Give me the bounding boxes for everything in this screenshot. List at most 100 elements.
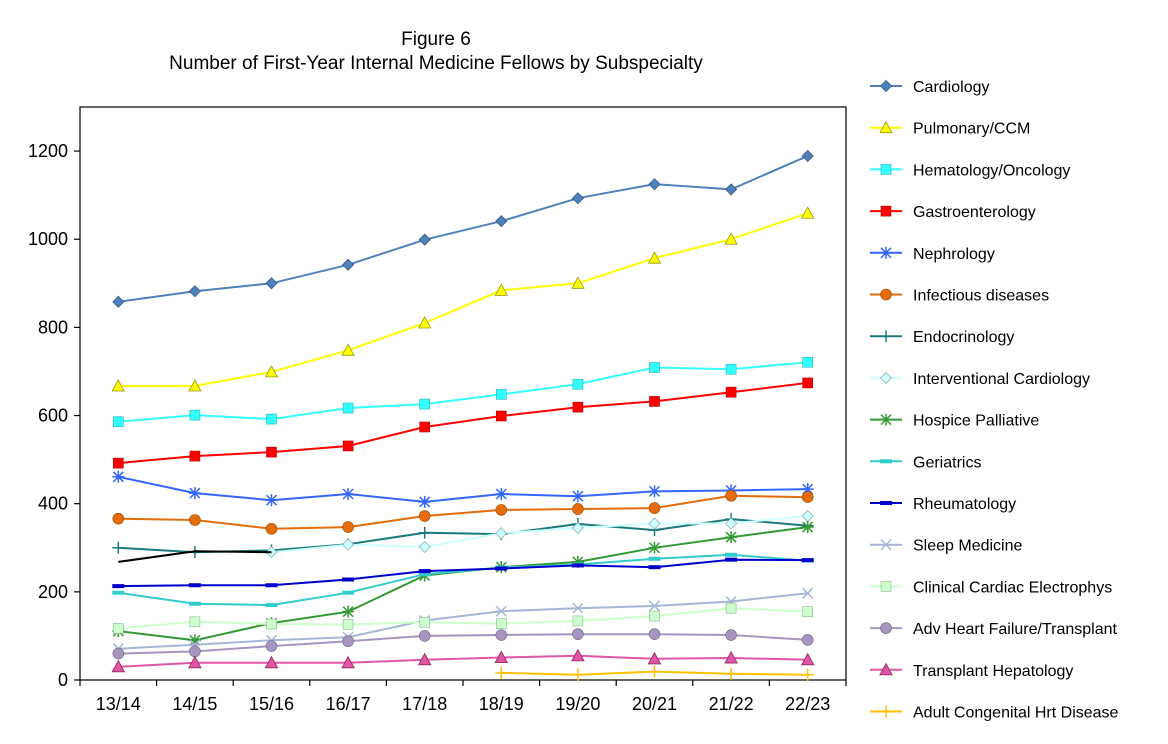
data-point bbox=[648, 178, 661, 191]
data-point bbox=[647, 251, 662, 264]
legend-swatch-marker bbox=[880, 246, 892, 259]
series-rheumatology bbox=[112, 557, 814, 589]
data-point bbox=[341, 655, 355, 669]
legend-swatch-marker bbox=[880, 330, 892, 343]
legend-swatch-marker bbox=[880, 164, 892, 175]
data-point bbox=[418, 630, 431, 642]
x-tick-label: 22/23 bbox=[785, 694, 830, 714]
data-point bbox=[342, 538, 355, 551]
series-line bbox=[118, 592, 808, 650]
data-point bbox=[189, 645, 201, 658]
x-tick-label: 13/14 bbox=[96, 694, 141, 714]
data-point bbox=[112, 541, 125, 554]
data-point bbox=[418, 510, 431, 522]
x-tick-label: 16/17 bbox=[326, 694, 371, 714]
data-point bbox=[188, 601, 201, 606]
data-point bbox=[801, 149, 814, 162]
series-gastroenterology bbox=[113, 377, 814, 469]
series-line bbox=[118, 361, 808, 423]
data-point bbox=[571, 276, 585, 289]
data-point bbox=[725, 552, 738, 557]
x-tick-label: 15/16 bbox=[249, 694, 294, 714]
data-point bbox=[649, 610, 660, 622]
data-point bbox=[265, 583, 278, 588]
series-line bbox=[118, 607, 808, 630]
legend-label: Transplant Hepatology bbox=[913, 663, 1073, 680]
data-point bbox=[342, 487, 355, 500]
data-point bbox=[801, 483, 814, 496]
data-point bbox=[111, 379, 125, 392]
legend-label: Adult Congenital Hrt Disease bbox=[913, 705, 1119, 722]
data-point bbox=[188, 379, 202, 392]
legend-label: Hematology/Oncology bbox=[913, 162, 1070, 179]
y-tick-label: 600 bbox=[38, 406, 68, 426]
data-point bbox=[495, 215, 508, 228]
data-point bbox=[801, 521, 814, 534]
series-sleep-medicine bbox=[112, 587, 814, 655]
data-point bbox=[571, 668, 584, 681]
data-point bbox=[725, 667, 738, 680]
series-cardiology bbox=[112, 149, 814, 308]
legend-item-nephrology: Nephrology bbox=[870, 246, 995, 263]
data-point bbox=[188, 487, 201, 500]
data-point bbox=[648, 517, 661, 530]
data-point bbox=[801, 206, 815, 219]
legend-item-endocrinology: Endocrinology bbox=[870, 329, 1014, 346]
data-point bbox=[265, 523, 278, 535]
legend-item-infectious-diseases: Infectious diseases bbox=[870, 288, 1049, 305]
data-point bbox=[495, 618, 507, 629]
data-point bbox=[112, 590, 125, 595]
data-point bbox=[725, 489, 737, 502]
series-line bbox=[118, 654, 808, 668]
legend-swatch-marker bbox=[880, 501, 892, 505]
series-pulmonary-ccm bbox=[111, 206, 815, 392]
series-line bbox=[118, 633, 808, 655]
data-point bbox=[265, 640, 278, 652]
data-point bbox=[495, 666, 508, 679]
data-point bbox=[418, 495, 431, 508]
legend-item-pulmonary-ccm: Pulmonary/CCM bbox=[870, 121, 1030, 138]
legend-label: Adv Heart Failure/Transplant bbox=[913, 621, 1117, 638]
data-point bbox=[648, 600, 661, 612]
x-tick-label: 21/22 bbox=[709, 694, 754, 714]
data-point bbox=[342, 402, 354, 414]
data-point bbox=[648, 485, 661, 498]
data-point bbox=[266, 446, 277, 458]
legend-label: Geriatrics bbox=[913, 454, 981, 471]
data-point bbox=[494, 283, 508, 296]
data-point bbox=[647, 651, 662, 665]
data-point bbox=[648, 628, 661, 640]
data-point bbox=[419, 421, 431, 433]
data-point bbox=[495, 527, 508, 540]
legend-label: Infectious diseases bbox=[913, 288, 1049, 305]
series-transplant-hepatology bbox=[111, 648, 815, 673]
data-point bbox=[264, 365, 279, 378]
data-point bbox=[112, 470, 125, 483]
data-point bbox=[725, 183, 738, 196]
legend-swatch-marker bbox=[879, 371, 893, 384]
legend-label: Clinical Cardiac Electrophys bbox=[913, 579, 1112, 596]
data-point bbox=[266, 618, 277, 630]
y-tick-label: 1200 bbox=[28, 141, 68, 161]
legend-label: Rheumatology bbox=[913, 496, 1016, 513]
data-point bbox=[725, 557, 738, 562]
data-point bbox=[418, 569, 431, 574]
data-point bbox=[495, 389, 507, 400]
data-point bbox=[800, 652, 815, 666]
axes: 0 200 400 600 800 1000 1200 13/14 14/15 15/16 16/1… bbox=[28, 106, 847, 714]
data-point bbox=[418, 526, 431, 539]
data-point bbox=[802, 606, 814, 617]
data-point bbox=[189, 514, 201, 526]
legend-item-clinical-cardiac-electrophys: Clinical Cardiac Electrophys bbox=[870, 579, 1112, 596]
data-point bbox=[341, 343, 355, 356]
data-point bbox=[342, 440, 354, 452]
data-point bbox=[342, 605, 355, 618]
chart-title-line-1: Figure 6 bbox=[401, 29, 471, 50]
data-point bbox=[572, 503, 584, 515]
y-tick-label: 800 bbox=[38, 317, 68, 337]
legend-label: Cardiology bbox=[913, 79, 989, 96]
data-point bbox=[495, 605, 507, 617]
legend-swatch-marker bbox=[880, 288, 892, 301]
data-point bbox=[189, 409, 201, 421]
x-tick-label: 17/18 bbox=[402, 694, 447, 714]
